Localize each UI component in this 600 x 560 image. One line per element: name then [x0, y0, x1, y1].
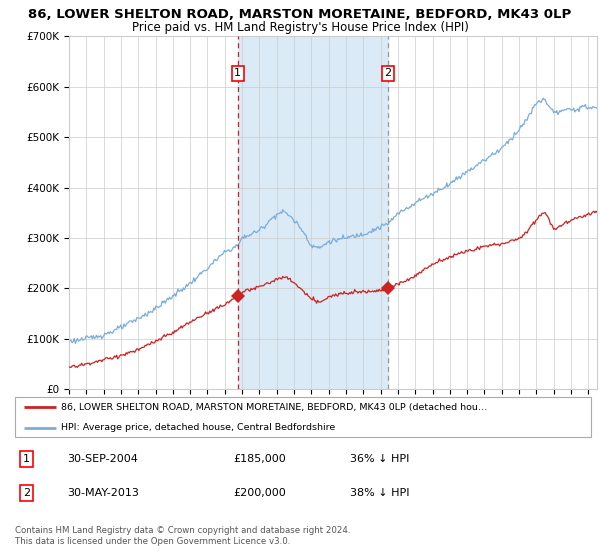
Text: Price paid vs. HM Land Registry's House Price Index (HPI): Price paid vs. HM Land Registry's House … [131, 21, 469, 34]
Text: 86, LOWER SHELTON ROAD, MARSTON MORETAINE, BEDFORD, MK43 0LP: 86, LOWER SHELTON ROAD, MARSTON MORETAIN… [28, 8, 572, 21]
Bar [238, 36, 388, 389]
Text: 2: 2 [385, 68, 391, 78]
Text: 1: 1 [234, 68, 241, 78]
Text: 38% ↓ HPI: 38% ↓ HPI [350, 488, 409, 498]
Text: 36% ↓ HPI: 36% ↓ HPI [350, 454, 409, 464]
Text: £185,000: £185,000 [233, 454, 286, 464]
Text: 30-SEP-2004: 30-SEP-2004 [67, 454, 138, 464]
Text: Contains HM Land Registry data © Crown copyright and database right 2024.
This d: Contains HM Land Registry data © Crown c… [15, 526, 350, 546]
FancyBboxPatch shape [15, 397, 591, 437]
Text: 30-MAY-2013: 30-MAY-2013 [67, 488, 139, 498]
Text: 2: 2 [23, 488, 30, 498]
Text: £200,000: £200,000 [233, 488, 286, 498]
Text: 86, LOWER SHELTON ROAD, MARSTON MORETAINE, BEDFORD, MK43 0LP (detached hou…: 86, LOWER SHELTON ROAD, MARSTON MORETAIN… [61, 403, 488, 412]
Text: 1: 1 [23, 454, 30, 464]
Text: HPI: Average price, detached house, Central Bedfordshire: HPI: Average price, detached house, Cent… [61, 423, 336, 432]
